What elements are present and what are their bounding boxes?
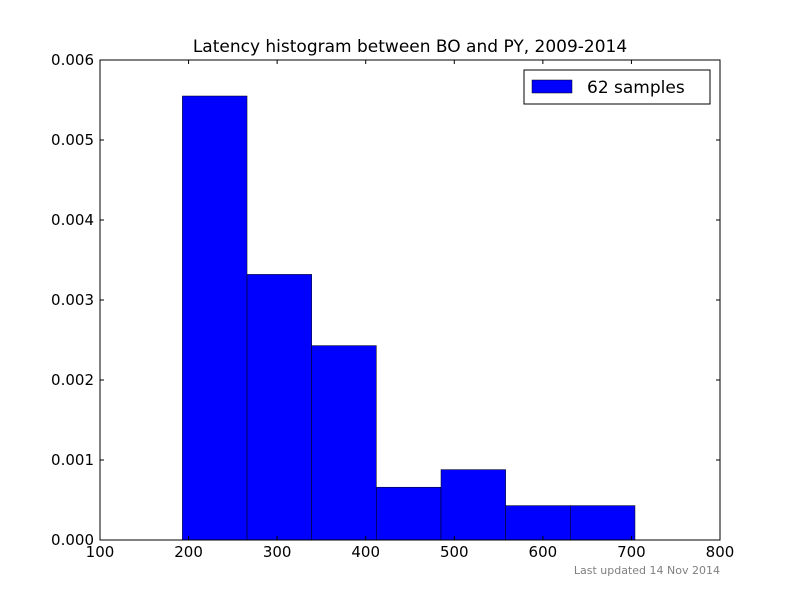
x-tick-label: 200	[174, 543, 203, 561]
histogram-bar-4	[376, 486, 442, 541]
y-tick-label: 0.004	[51, 211, 94, 229]
bars-group	[182, 95, 636, 541]
histogram-bar-1	[182, 95, 248, 541]
histogram-bar-7	[570, 505, 636, 541]
x-tick-label: 100	[86, 543, 115, 561]
x-tick-label: 500	[440, 543, 469, 561]
y-tick-label: 0.005	[51, 131, 94, 149]
x-tick-label: 700	[617, 543, 646, 561]
histogram-bar-3	[311, 345, 377, 541]
legend: 62 samples	[523, 69, 711, 105]
x-tick-label: 600	[529, 543, 558, 561]
legend-label: 62 samples	[587, 78, 685, 98]
legend-swatch	[531, 79, 573, 94]
y-tick-label: 0.000	[51, 531, 94, 549]
chart-title: Latency histogram between BO and PY, 200…	[193, 37, 627, 57]
histogram-bar-2	[246, 274, 312, 541]
y-tick-label: 0.003	[51, 291, 94, 309]
y-tick-label: 0.002	[51, 371, 94, 389]
last-updated-note: Last updated 14 Nov 2014	[574, 564, 720, 577]
y-tick-label: 0.001	[51, 451, 94, 469]
histogram-bar-6	[505, 505, 571, 541]
x-tick-label: 800	[706, 543, 735, 561]
x-tick-label: 400	[351, 543, 380, 561]
x-tick-label: 300	[263, 543, 292, 561]
ticks-group: 100 200 300 400 500 600 700 800 0.000 0.001 0.002 0…	[51, 51, 734, 561]
plot-frame	[99, 59, 721, 541]
y-tick-label: 0.006	[51, 51, 94, 69]
histogram-bar-5	[440, 469, 506, 541]
